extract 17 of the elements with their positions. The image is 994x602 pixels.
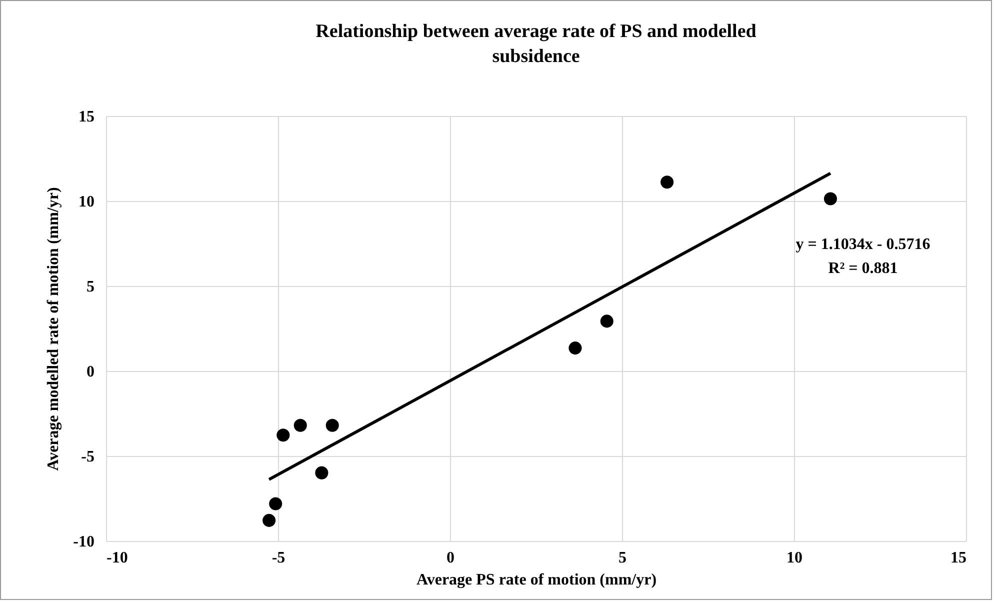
y-tick-label: -10 bbox=[73, 534, 94, 550]
annotation: R² = 0.881 bbox=[828, 260, 898, 277]
x-tick-label: 15 bbox=[950, 550, 966, 566]
x-tick-label: 5 bbox=[618, 550, 626, 566]
x-axis-title: Average PS rate of motion (mm/yr) bbox=[416, 572, 657, 588]
x-tick-label: 10 bbox=[786, 550, 802, 566]
x-tick-label: -10 bbox=[106, 550, 128, 566]
y-tick-label: 10 bbox=[78, 194, 94, 210]
x-tick-label: -5 bbox=[272, 550, 286, 566]
y-tick-label: -5 bbox=[81, 448, 94, 466]
annotation: y = 1.1034x - 0.5716 bbox=[796, 236, 930, 253]
y-tick-label: 5 bbox=[86, 278, 94, 296]
x-tick-label: 0 bbox=[446, 550, 454, 566]
y-tick-label: 15 bbox=[78, 108, 94, 126]
chart-title: Relationship between average rate of PS and modelled subsidence bbox=[316, 21, 757, 67]
y-axis-title: Average modelled rate of motion (mm/yr) bbox=[45, 187, 62, 471]
y-tick-label: 0 bbox=[86, 364, 94, 380]
